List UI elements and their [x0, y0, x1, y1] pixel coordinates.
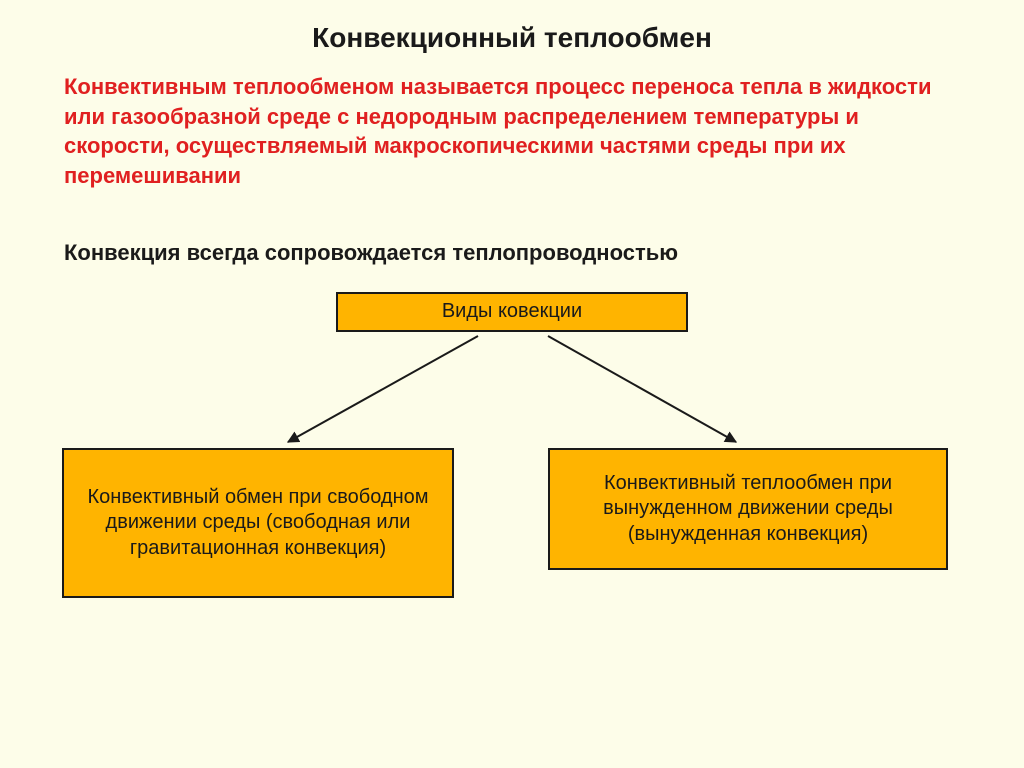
- definition-text: Конвективным теплообменом называется про…: [64, 72, 964, 191]
- canvas: Конвекционный теплообмен Конвективным те…: [0, 0, 1024, 768]
- edge-root-to-left: [288, 336, 478, 442]
- note-text: Конвекция всегда сопровождается теплопро…: [64, 238, 964, 268]
- diagram-left-label: Конвективный обмен при свободном движени…: [74, 485, 442, 562]
- diagram-left-node: Конвективный обмен при свободном движени…: [62, 448, 454, 598]
- diagram-right-label: Конвективный теплообмен при вынужденном …: [560, 471, 936, 548]
- diagram-root-label: Виды ковекции: [442, 299, 582, 325]
- diagram-right-node: Конвективный теплообмен при вынужденном …: [548, 448, 948, 570]
- diagram-root-node: Виды ковекции: [336, 292, 688, 332]
- page-title: Конвекционный теплообмен: [0, 22, 1024, 54]
- edge-root-to-right: [548, 336, 736, 442]
